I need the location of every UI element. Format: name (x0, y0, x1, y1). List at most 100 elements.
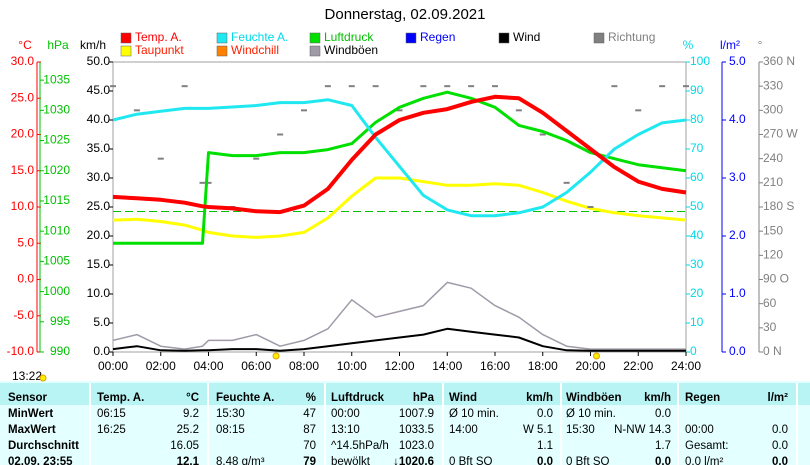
y-tick-label: 240 (763, 151, 783, 165)
legend-label: Wind (513, 30, 540, 44)
y-tick-label: 0 N (763, 344, 782, 358)
y-tick-label: 1015 (43, 193, 70, 207)
direction-dot (659, 85, 666, 88)
table-cell: 02.09. 23:55 (8, 456, 73, 465)
direction-dot (199, 181, 206, 184)
direction-dot (301, 109, 307, 112)
direction-dot (683, 85, 689, 88)
direction-dot (420, 85, 427, 88)
y-tick-label: 10 (690, 315, 704, 329)
y-tick-label: 15.0 (87, 257, 111, 271)
axis-title: l/m² (720, 38, 740, 52)
table-header: Feuchte A. (216, 392, 274, 404)
y-tick-label: 360 N (763, 54, 795, 68)
y-tick-label: -5.0 (13, 308, 34, 322)
y-tick-label: 25.0 (11, 90, 35, 104)
direction-dot (110, 85, 116, 88)
table-cell: 14:00 (449, 424, 478, 436)
direction-dot (539, 133, 546, 136)
table-cell: 00:00 (331, 408, 360, 420)
direction-dot (324, 85, 331, 88)
legend-label: Feuchte A. (231, 30, 288, 44)
direction-dot (587, 206, 594, 208)
y-tick-label: 1020 (43, 163, 70, 177)
table-cell: 00:00 (685, 424, 714, 436)
direction-dot (444, 85, 451, 88)
table-cell: 0.0 (772, 456, 788, 465)
table-cell: 70 (303, 440, 316, 452)
x-tick-label: 14:00 (432, 359, 462, 373)
y-tick-label: 30.0 (87, 170, 111, 184)
direction-dot (468, 85, 475, 88)
table-cell: Ø 10 min. (566, 408, 616, 420)
table-cell: 08:15 (216, 424, 245, 436)
legend-swatch (309, 32, 321, 44)
x-tick-label: 10:00 (337, 359, 367, 373)
y-tick-label: 1005 (43, 254, 70, 268)
y-tick-label: 70 (690, 141, 704, 155)
table-header: l/m² (768, 392, 789, 404)
y-tick-label: 330 (763, 78, 783, 92)
y-tick-label: 1000 (43, 284, 70, 298)
y-tick-label: 60 (763, 296, 777, 310)
y-tick-label: 10.0 (87, 286, 111, 300)
y-tick-label: 2.0 (729, 228, 746, 242)
x-tick-label: 16:00 (480, 359, 510, 373)
series-line (112, 327, 686, 352)
table-cell: 79 (303, 456, 316, 465)
x-tick-label: 20:00 (575, 359, 605, 373)
legend-label: Luftdruck (324, 30, 374, 44)
table-cell: 9.2 (183, 408, 199, 420)
x-tick-label: 06:00 (241, 359, 271, 373)
y-tick-label: 990 (50, 344, 70, 358)
table-cell: 47 (303, 408, 316, 420)
y-tick-label: 5.0 (93, 315, 110, 329)
y-tick-label: 20.0 (11, 127, 35, 141)
table-cell: MaxWert (8, 424, 56, 436)
table-cell: 25.2 (177, 424, 199, 436)
x-tick-label: 04:00 (193, 359, 223, 373)
table-header: hPa (413, 392, 435, 404)
table-cell: ↓1020.6 (393, 456, 434, 465)
y-tick-label: 10.0 (11, 199, 35, 213)
series-line (112, 281, 686, 350)
y-tick-label: 1.0 (729, 286, 746, 300)
y-tick-label: 180 S (763, 199, 794, 213)
legend-swatch (216, 32, 228, 44)
y-tick-label: 0 (690, 344, 697, 358)
table-cell: N-NW 14.3 (614, 424, 671, 436)
y-tick-label: 0.0 (729, 344, 746, 358)
table-cell: 0.0 l/m² (685, 456, 724, 465)
y-tick-label: 50 (690, 199, 704, 213)
series-line (113, 90, 687, 245)
y-tick-label: 0.0 (17, 272, 34, 286)
table-cell: 1007.9 (399, 408, 434, 420)
legend-swatch (498, 32, 510, 44)
y-tick-label: 1030 (43, 103, 70, 117)
y-tick-label: 90 O (763, 272, 789, 286)
table-cell: bewölkt (331, 456, 371, 465)
y-tick-label: 5.0 (17, 235, 34, 249)
table-cell: ^14.5hPa/h (331, 440, 389, 452)
direction-dot (133, 109, 140, 112)
direction-dot (277, 133, 284, 136)
y-tick-label: 20 (690, 286, 704, 300)
x-tick-label: 08:00 (289, 359, 319, 373)
direction-dot (348, 85, 355, 88)
series-line (112, 98, 687, 218)
y-tick-label: 45.0 (87, 83, 111, 97)
legend-swatch (593, 32, 605, 44)
y-tick-label: 60 (690, 170, 704, 184)
y-tick-label: 50.0 (87, 54, 111, 68)
direction-dot (205, 181, 212, 184)
table-header: Windböen (566, 392, 621, 404)
y-tick-label: 0.0 (93, 344, 110, 358)
table-cell: 12.1 (177, 456, 200, 465)
y-tick-label: 120 (763, 248, 783, 262)
y-tick-label: 4.0 (729, 112, 746, 126)
table-cell: 16:25 (97, 424, 126, 436)
x-tick-label: 02:00 (146, 359, 176, 373)
table-header: % (306, 392, 316, 404)
y-tick-label: 270 W (763, 127, 798, 141)
